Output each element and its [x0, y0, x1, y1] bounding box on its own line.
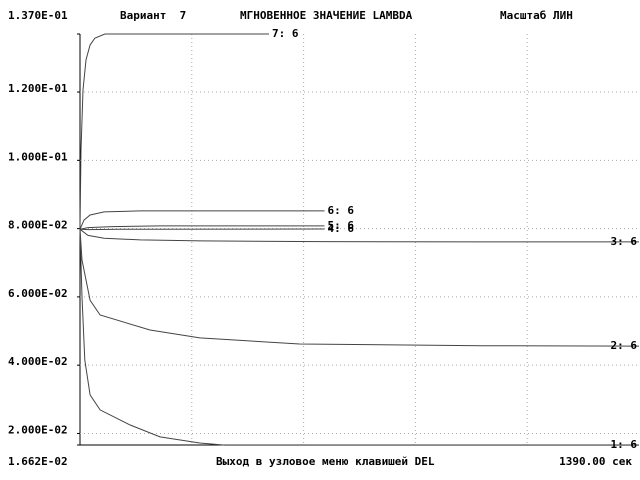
series-label: 7: 6 — [272, 27, 299, 40]
curve — [79, 228, 325, 231]
y-tick-label: 1.370E-01 — [8, 9, 68, 22]
series-label: 2: 6 — [611, 339, 638, 352]
y-tick-label: 2.000E-02 — [8, 423, 68, 436]
footer-hint: Выход в узловое меню клавишей DEL — [216, 455, 435, 468]
series-label: 6: 6 — [328, 204, 355, 217]
series-label: 3: 6 — [611, 235, 638, 248]
curve — [79, 225, 325, 230]
time-label: 1390.00 сек — [559, 455, 632, 468]
y-tick-label: 1.662E-02 — [8, 455, 68, 468]
y-tick-label: 1.000E-01 — [8, 150, 68, 163]
series-label: 5: 6 — [328, 219, 355, 232]
y-tick-label: 4.000E-02 — [8, 355, 68, 368]
chart-title: МГНОВЕННОЕ ЗНАЧЕНИЕ LAMBDA — [240, 9, 413, 22]
curve — [79, 33, 269, 229]
series-label: 1: 6 — [611, 438, 638, 451]
series-label: 4: 6 — [328, 222, 355, 235]
curve — [79, 228, 639, 243]
scale-label: Масштаб ЛИН — [500, 9, 573, 22]
y-tick-label: 8.000E-02 — [8, 219, 68, 232]
y-tick-label: 6.000E-02 — [8, 287, 68, 300]
y-tick-label: 1.200E-01 — [8, 82, 68, 95]
curve — [79, 229, 640, 347]
variant-label: Вариант 7 — [120, 9, 186, 22]
curve — [79, 210, 325, 230]
curve — [79, 229, 639, 446]
